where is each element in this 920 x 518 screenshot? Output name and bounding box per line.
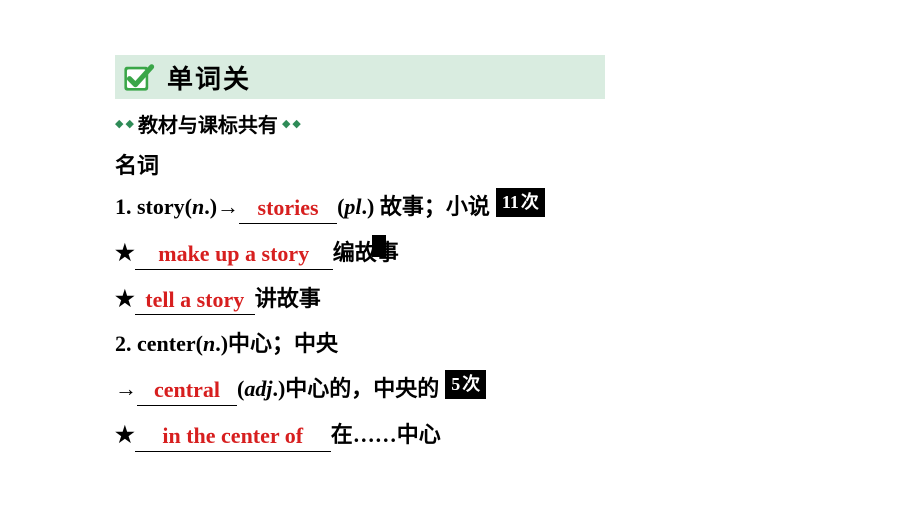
entry-2b-arrow: →: [115, 374, 137, 405]
phrase-1: ★ make up a story 编故事: [115, 238, 820, 270]
phrase-1-after: 编故事: [333, 238, 399, 269]
blank-central: central: [137, 374, 237, 406]
section-header: 单词关: [115, 55, 605, 99]
section-title: 单词关: [167, 59, 251, 96]
badge-num-5: 5: [451, 372, 460, 397]
badge-unit: 次: [521, 190, 539, 215]
check-icon: [121, 60, 155, 94]
entry-2b-after2: .)中心的，中央的: [272, 374, 439, 405]
badge-num: 11: [502, 190, 519, 215]
badge-unit-5: 次: [462, 372, 480, 397]
subheader-text: 教材与课标共有: [138, 109, 278, 138]
entry-2b: → central (adj.)中心的，中央的 5次: [115, 374, 820, 406]
blank-center-of: in the center of: [135, 420, 331, 452]
phrase-2-after: 讲故事: [255, 284, 321, 315]
star-icon: ★: [115, 420, 135, 451]
blank-makeup: make up a story: [135, 238, 333, 270]
blank-tell: tell a story: [135, 284, 255, 316]
phrase-2: ★ tell a story 讲故事: [115, 284, 820, 316]
phrase-3: ★ in the center of 在……中心: [115, 420, 820, 452]
entry-2b-adj: adj: [244, 374, 272, 405]
entry-2b-after1: (: [237, 374, 244, 405]
entry-2-after: .)中心；中央: [215, 329, 338, 360]
entry-2-pos: n: [203, 329, 215, 360]
star-icon: ★: [115, 284, 135, 315]
answer-center-of: in the center of: [162, 423, 303, 448]
answer-central: central: [154, 377, 220, 402]
entry-1-prefix: 1. story(: [115, 192, 192, 223]
phrase-3-after: 在……中心: [331, 420, 441, 451]
answer-tell: tell a story: [145, 287, 244, 312]
answer-makeup: make up a story: [158, 241, 309, 266]
answer-stories: stories: [258, 195, 319, 220]
entry-2: 2. center(n.)中心；中央: [115, 329, 820, 360]
noun-label: 名词: [115, 148, 820, 180]
diamond-right-icon: ◆◆: [282, 117, 301, 130]
entry-1-pos: n: [192, 192, 204, 223]
entry-2-text: 2. center(: [115, 329, 203, 360]
entry-1: 1. story(n.)→stories (pl.) 故事；小说 11次: [115, 192, 820, 224]
blank-stories: stories: [239, 192, 337, 224]
entry-1-mid: .)→: [204, 192, 239, 223]
subheader: ◆◆ 教材与课标共有 ◆◆: [115, 109, 820, 138]
count-badge-11: 11次: [496, 188, 545, 217]
entry-1-after2: .) 故事；小说: [362, 192, 490, 223]
entry-1-pl: pl: [344, 192, 361, 223]
diamond-left-icon: ◆◆: [115, 117, 134, 130]
star-icon: ★: [115, 238, 135, 269]
count-badge-5: 5次: [445, 370, 486, 399]
slide-content: 单词关 ◆◆ 教材与课标共有 ◆◆ 名词 1. story(n.)→storie…: [0, 0, 920, 452]
page-marker-icon: [372, 235, 386, 257]
